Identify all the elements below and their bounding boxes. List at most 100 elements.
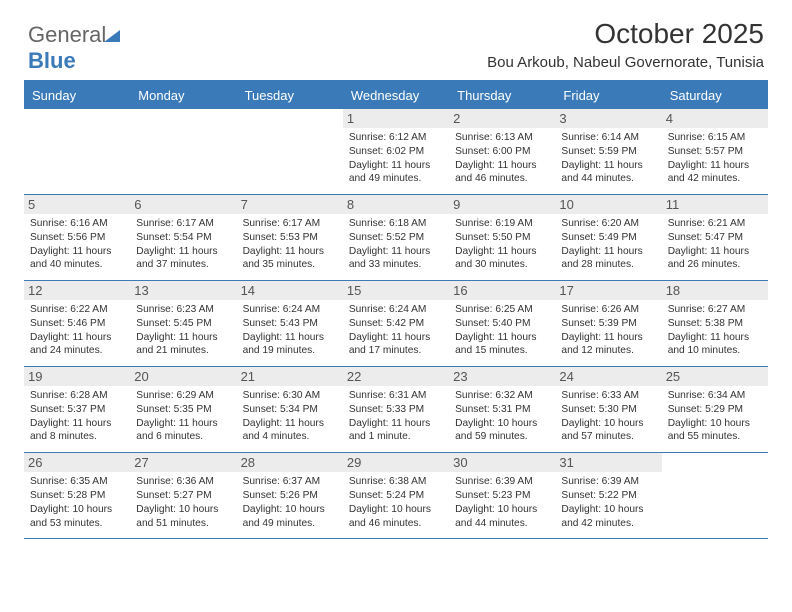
sunrise-line: Sunrise: 6:39 AM: [561, 475, 655, 489]
sunset-line: Sunset: 5:45 PM: [136, 317, 230, 331]
sunset-line: Sunset: 5:22 PM: [561, 489, 655, 503]
day-number: 20: [130, 367, 236, 386]
daylight-line: Daylight: 10 hours and 44 minutes.: [455, 503, 549, 531]
daylight-line: Daylight: 11 hours and 46 minutes.: [455, 159, 549, 187]
sunset-line: Sunset: 5:37 PM: [30, 403, 124, 417]
sunset-line: Sunset: 5:31 PM: [455, 403, 549, 417]
sunrise-line: Sunrise: 6:17 AM: [243, 217, 337, 231]
day-number: 13: [130, 281, 236, 300]
day-number: 6: [130, 195, 236, 214]
calendar-cell: 3 Sunrise: 6:14 AMSunset: 5:59 PMDaylight…: [555, 109, 661, 194]
day-details: Sunrise: 6:39 AMSunset: 5:22 PMDaylight:…: [561, 475, 655, 530]
sunset-line: Sunset: 6:00 PM: [455, 145, 549, 159]
sunrise-line: Sunrise: 6:12 AM: [349, 131, 443, 145]
calendar-week: 5Sunrise: 6:16 AMSunset: 5:56 PMDaylight…: [24, 195, 768, 281]
sunrise-line: Sunrise: 6:17 AM: [136, 217, 230, 231]
day-number: 10: [555, 195, 661, 214]
sunrise-line: Sunrise: 6:25 AM: [455, 303, 549, 317]
calendar-cell: 18Sunrise: 6:27 AMSunset: 5:38 PMDayligh…: [662, 281, 768, 366]
daylight-line: Daylight: 11 hours and 12 minutes.: [561, 331, 655, 359]
day-details: Sunrise: 6:20 AMSunset: 5:49 PMDaylight:…: [561, 217, 655, 272]
brand-triangle-icon: [104, 30, 122, 44]
brand-logo: General Blue: [28, 22, 122, 74]
day-header: Friday: [555, 82, 661, 109]
sunset-line: Sunset: 5:57 PM: [668, 145, 762, 159]
day-details: Sunrise: 6:23 AMSunset: 5:45 PMDaylight:…: [136, 303, 230, 358]
day-header: Sunday: [24, 82, 130, 109]
day-details: Sunrise: 6:14 AMSunset: 5:59 PMDaylight:…: [561, 131, 655, 186]
calendar-cell: 25Sunrise: 6:34 AMSunset: 5:29 PMDayligh…: [662, 367, 768, 452]
daylight-line: Daylight: 10 hours and 55 minutes.: [668, 417, 762, 445]
calendar-cell: 8Sunrise: 6:18 AMSunset: 5:52 PMDaylight…: [343, 195, 449, 280]
day-details: Sunrise: 6:13 AMSunset: 6:00 PMDaylight:…: [455, 131, 549, 186]
day-number: 9: [449, 195, 555, 214]
sunset-line: Sunset: 5:47 PM: [668, 231, 762, 245]
day-header: Saturday: [662, 82, 768, 109]
calendar-cell: 13 Sunrise: 6:23 AMSunset: 5:45 PMDayligh…: [130, 281, 236, 366]
sunset-line: Sunset: 5:24 PM: [349, 489, 443, 503]
calendar-cell: 26Sunrise: 6:35 AMSunset: 5:28 PMDayligh…: [24, 453, 130, 538]
day-number: 19: [24, 367, 130, 386]
daylight-line: Daylight: 11 hours and 44 minutes.: [561, 159, 655, 187]
day-details: Sunrise: 6:28 AMSunset: 5:37 PMDaylight:…: [30, 389, 124, 444]
day-number: 12: [24, 281, 130, 300]
day-number: 24: [555, 367, 661, 386]
day-number: 25: [662, 367, 768, 386]
sunrise-line: Sunrise: 6:13 AM: [455, 131, 549, 145]
sunrise-line: Sunrise: 6:22 AM: [30, 303, 124, 317]
daylight-line: Daylight: 11 hours and 24 minutes.: [30, 331, 124, 359]
day-details: Sunrise: 6:24 AMSunset: 5:42 PMDaylight:…: [349, 303, 443, 358]
day-details: Sunrise: 6:17 AMSunset: 5:53 PMDaylight:…: [243, 217, 337, 272]
day-number: 15: [343, 281, 449, 300]
calendar-cell: 23Sunrise: 6:32 AMSunset: 5:31 PMDayligh…: [449, 367, 555, 452]
sunset-line: Sunset: 5:34 PM: [243, 403, 337, 417]
sunset-line: Sunset: 5:33 PM: [349, 403, 443, 417]
daylight-line: Daylight: 11 hours and 19 minutes.: [243, 331, 337, 359]
day-details: Sunrise: 6:37 AMSunset: 5:26 PMDaylight:…: [243, 475, 337, 530]
daylight-line: Daylight: 10 hours and 51 minutes.: [136, 503, 230, 531]
sunrise-line: Sunrise: 6:16 AM: [30, 217, 124, 231]
brand-text-general: General: [28, 22, 106, 47]
daylight-line: Daylight: 11 hours and 15 minutes.: [455, 331, 549, 359]
sunset-line: Sunset: 5:50 PM: [455, 231, 549, 245]
day-details: Sunrise: 6:30 AMSunset: 5:34 PMDaylight:…: [243, 389, 337, 444]
day-details: Sunrise: 6:36 AMSunset: 5:27 PMDaylight:…: [136, 475, 230, 530]
calendar-cell: 2Sunrise: 6:13 AMSunset: 6:00 PMDaylight…: [449, 109, 555, 194]
day-number: 8: [343, 195, 449, 214]
calendar-header-row: SundayMondayTuesdayWednesdayThursdayFrid…: [24, 82, 768, 109]
brand-text-blue: Blue: [28, 48, 76, 73]
sunrise-line: Sunrise: 6:29 AM: [136, 389, 230, 403]
day-number: 7: [237, 195, 343, 214]
day-number: 3: [555, 109, 661, 128]
day-details: Sunrise: 6:38 AMSunset: 5:24 PMDaylight:…: [349, 475, 443, 530]
sunset-line: Sunset: 5:46 PM: [30, 317, 124, 331]
daylight-line: Daylight: 11 hours and 10 minutes.: [668, 331, 762, 359]
day-number: 21: [237, 367, 343, 386]
calendar-cell: 17Sunrise: 6:26 AMSunset: 5:39 PMDayligh…: [555, 281, 661, 366]
daylight-line: Daylight: 11 hours and 28 minutes.: [561, 245, 655, 273]
day-details: Sunrise: 6:31 AMSunset: 5:33 PMDaylight:…: [349, 389, 443, 444]
calendar-week: 12Sunrise: 6:22 AMSunset: 5:46 PMDayligh…: [24, 281, 768, 367]
calendar-week: 1Sunrise: 6:12 AMSunset: 6:02 PMDaylight…: [24, 109, 768, 195]
sunset-line: Sunset: 6:02 PM: [349, 145, 443, 159]
calendar-cell: 22Sunrise: 6:31 AMSunset: 5:33 PMDayligh…: [343, 367, 449, 452]
day-header: Wednesday: [343, 82, 449, 109]
sunset-line: Sunset: 5:35 PM: [136, 403, 230, 417]
day-details: Sunrise: 6:39 AMSunset: 5:23 PMDaylight:…: [455, 475, 549, 530]
daylight-line: Daylight: 11 hours and 30 minutes.: [455, 245, 549, 273]
daylight-line: Daylight: 11 hours and 26 minutes.: [668, 245, 762, 273]
calendar-week: 26Sunrise: 6:35 AMSunset: 5:28 PMDayligh…: [24, 453, 768, 539]
calendar-cell: 16Sunrise: 6:25 AMSunset: 5:40 PMDayligh…: [449, 281, 555, 366]
calendar-cell: 24Sunrise: 6:33 AMSunset: 5:30 PMDayligh…: [555, 367, 661, 452]
day-number: 11: [662, 195, 768, 214]
sunrise-line: Sunrise: 6:31 AM: [349, 389, 443, 403]
sunrise-line: Sunrise: 6:38 AM: [349, 475, 443, 489]
sunrise-line: Sunrise: 6:32 AM: [455, 389, 549, 403]
daylight-line: Daylight: 11 hours and 4 minutes.: [243, 417, 337, 445]
daylight-line: Daylight: 11 hours and 42 minutes.: [668, 159, 762, 187]
sunrise-line: Sunrise: 6:39 AM: [455, 475, 549, 489]
sunrise-line: Sunrise: 6:35 AM: [30, 475, 124, 489]
calendar-cell: 1Sunrise: 6:12 AMSunset: 6:02 PMDaylight…: [343, 109, 449, 194]
calendar-cell: 6Sunrise: 6:17 AMSunset: 5:54 PMDaylight…: [130, 195, 236, 280]
calendar-cell: [237, 109, 343, 194]
